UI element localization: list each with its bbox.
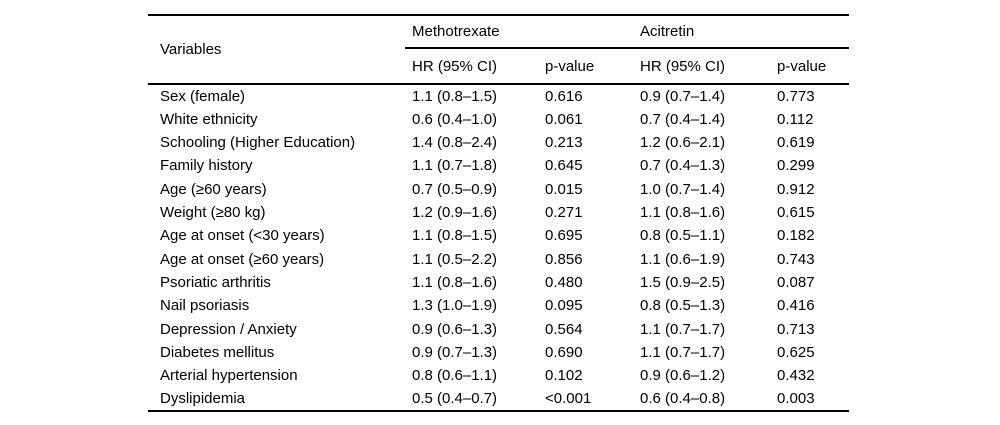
mtx-hr-cell: 1.1 (0.8–1.6) [412, 274, 498, 292]
mtx-p-cell: 0.564 [545, 320, 583, 338]
table-row: Nail psoriasis 1.3 (1.0–1.9) 0.095 0.8 (… [148, 294, 849, 317]
variable-cell: Psoriatic arthritis [160, 274, 271, 292]
group-header-acitretin: Acitretin [633, 15, 850, 49]
mtx-p-cell: 0.061 [545, 110, 583, 128]
aci-hr-cell: 1.1 (0.7–1.7) [640, 320, 726, 338]
aci-p-cell: 0.912 [777, 180, 815, 198]
variable-cell: Age at onset (≥60 years) [160, 250, 325, 268]
mtx-p-cell: 0.856 [545, 250, 583, 268]
aci-hr-cell: 1.1 (0.7–1.7) [640, 344, 726, 362]
group-header-methotrexate: Methotrexate [405, 15, 634, 49]
aci-hr-cell: 0.6 (0.4–0.8) [640, 390, 726, 408]
mtx-hr-cell: 1.1 (0.8–1.5) [412, 87, 498, 105]
variable-cell: Depression / Anxiety [160, 320, 297, 338]
mtx-hr-cell: 0.7 (0.5–0.9) [412, 180, 498, 198]
aci-hr-cell: 0.7 (0.4–1.4) [640, 110, 726, 128]
table-row: Diabetes mellitus 0.9 (0.7–1.3) 0.690 1.… [148, 341, 849, 364]
aci-p-cell: 0.182 [777, 227, 815, 245]
variable-cell: Arterial hypertension [160, 367, 298, 385]
aci-hr-cell: 1.2 (0.6–2.1) [640, 133, 726, 151]
mtx-hr-cell: 0.9 (0.6–1.3) [412, 320, 498, 338]
column-header-aci-p: p-value [770, 48, 850, 85]
mtx-p-cell: 0.695 [545, 227, 583, 245]
aci-hr-cell: 1.5 (0.9–2.5) [640, 274, 726, 292]
group-header-row: Variables Methotrexate Acitretin [148, 15, 850, 85]
aci-p-cell: 0.615 [777, 203, 815, 221]
mtx-p-cell: 0.015 [545, 180, 583, 198]
aci-hr-cell: 1.1 (0.6–1.9) [640, 250, 726, 268]
mtx-hr-cell: 1.1 (0.7–1.8) [412, 157, 498, 175]
mtx-hr-cell: 0.9 (0.7–1.3) [412, 344, 498, 362]
variable-cell: Schooling (Higher Education) [160, 133, 356, 151]
table-row: Weight (≥80 kg) 1.2 (0.9–1.6) 0.271 1.1 … [148, 201, 849, 224]
column-header-mtx-hr: HR (95% CI) [405, 48, 538, 85]
mtx-p-cell: 0.102 [545, 367, 583, 385]
variable-cell: Family history [160, 157, 253, 175]
mtx-p-cell: 0.095 [545, 297, 583, 315]
aci-hr-cell: 0.8 (0.5–1.1) [640, 227, 726, 245]
aci-p-cell: 0.743 [777, 250, 815, 268]
table-row: Family history 1.1 (0.7–1.8) 0.645 0.7 (… [148, 154, 849, 177]
mtx-hr-cell: 0.5 (0.4–0.7) [412, 390, 498, 408]
aci-hr-cell: 1.0 (0.7–1.4) [640, 180, 726, 198]
mtx-p-cell: 0.616 [545, 87, 583, 105]
variable-cell: Age (≥60 years) [160, 180, 267, 198]
mtx-hr-cell: 0.6 (0.4–1.0) [412, 110, 498, 128]
aci-hr-cell: 0.8 (0.5–1.3) [640, 297, 726, 315]
column-header-mtx-p: p-value [538, 48, 634, 85]
aci-p-cell: 0.112 [777, 110, 814, 128]
table-row: Psoriatic arthritis 1.1 (0.8–1.6) 0.480 … [148, 271, 849, 294]
table-row: Age at onset (<30 years) 1.1 (0.8–1.5) 0… [148, 224, 849, 247]
aci-p-cell: 0.003 [777, 390, 815, 408]
table-row: White ethnicity 0.6 (0.4–1.0) 0.061 0.7 … [148, 107, 849, 130]
variable-cell: Age at onset (<30 years) [160, 227, 325, 245]
aci-p-cell: 0.299 [777, 157, 815, 175]
table-row: Sex (female) 1.1 (0.8–1.5) 0.616 0.9 (0.… [148, 84, 849, 107]
variable-cell: Sex (female) [160, 87, 246, 105]
mtx-hr-cell: 1.1 (0.5–2.2) [412, 250, 498, 268]
aci-hr-cell: 0.7 (0.4–1.3) [640, 157, 726, 175]
variable-cell: Diabetes mellitus [160, 344, 275, 362]
mtx-p-cell: <0.001 [545, 390, 592, 408]
mtx-hr-cell: 1.3 (1.0–1.9) [412, 297, 498, 315]
mtx-hr-cell: 1.4 (0.8–2.4) [412, 133, 498, 151]
mtx-hr-cell: 1.2 (0.9–1.6) [412, 203, 498, 221]
table-row: Schooling (Higher Education) 1.4 (0.8–2.… [148, 131, 849, 154]
variable-cell: Weight (≥80 kg) [160, 203, 266, 221]
aci-hr-cell: 0.9 (0.7–1.4) [640, 87, 726, 105]
mtx-p-cell: 0.645 [545, 157, 583, 175]
mtx-p-cell: 0.213 [545, 133, 583, 151]
table-row: Depression / Anxiety 0.9 (0.6–1.3) 0.564… [148, 318, 849, 341]
sub-header-row: HR (95% CI) p-value HR (95% CI) p-value [148, 48, 850, 85]
aci-p-cell: 0.625 [777, 344, 815, 362]
aci-p-cell: 0.432 [777, 367, 815, 385]
mtx-hr-cell: 0.8 (0.6–1.1) [412, 367, 498, 385]
table-row: Dyslipidemia 0.5 (0.4–0.7) <0.001 0.6 (0… [148, 388, 849, 411]
aci-p-cell: 0.619 [777, 133, 815, 151]
variable-cell: White ethnicity [160, 110, 258, 128]
table-row: Age (≥60 years) 0.7 (0.5–0.9) 0.015 1.0 … [148, 177, 849, 200]
aci-p-cell: 0.713 [777, 320, 815, 338]
aci-p-cell: 0.416 [777, 297, 815, 315]
aci-hr-cell: 1.1 (0.8–1.6) [640, 203, 726, 221]
variable-cell: Dyslipidemia [160, 390, 246, 408]
table-row: Age at onset (≥60 years) 1.1 (0.5–2.2) 0… [148, 248, 849, 271]
aci-p-cell: 0.773 [777, 87, 815, 105]
table-row: Arterial hypertension 0.8 (0.6–1.1) 0.10… [148, 364, 849, 387]
results-table-container: Variables Methotrexate Acitretin HR (95%… [148, 14, 850, 413]
hazard-ratio-table: Variables Methotrexate Acitretin HR (95%… [148, 14, 850, 413]
mtx-hr-cell: 1.1 (0.8–1.5) [412, 227, 498, 245]
variable-cell: Nail psoriasis [160, 297, 250, 315]
column-header-aci-hr: HR (95% CI) [633, 48, 771, 85]
aci-hr-cell: 0.9 (0.6–1.2) [640, 367, 726, 385]
mtx-p-cell: 0.480 [545, 274, 583, 292]
aci-p-cell: 0.087 [777, 274, 815, 292]
mtx-p-cell: 0.271 [545, 203, 583, 221]
mtx-p-cell: 0.690 [545, 344, 583, 362]
column-header-variables: Variables [148, 15, 405, 85]
